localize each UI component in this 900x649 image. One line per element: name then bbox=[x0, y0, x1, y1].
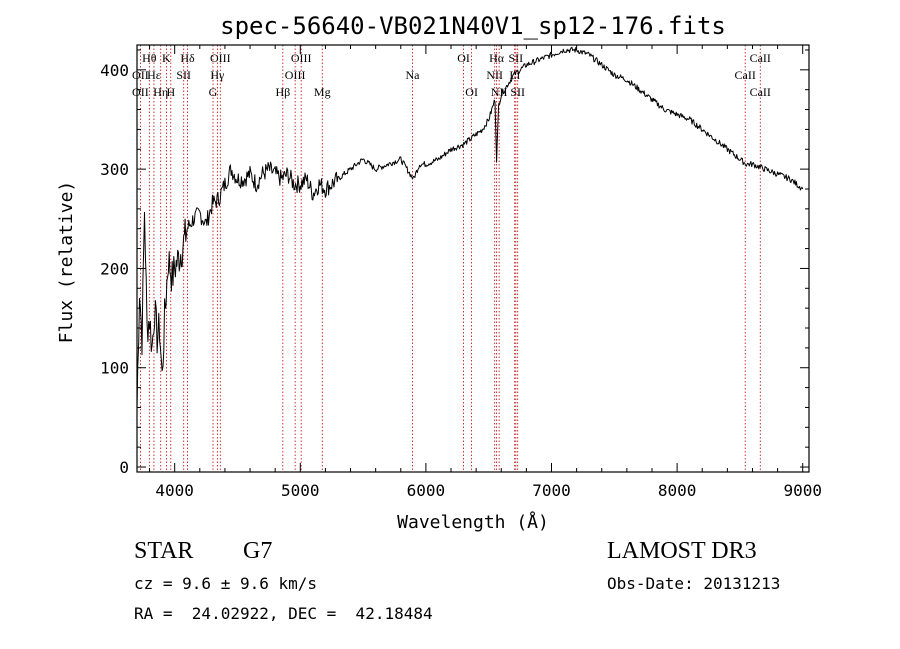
spectral-line-label: OIII bbox=[285, 68, 306, 82]
y-tick-label: 100 bbox=[100, 359, 129, 378]
spectral-line-label: NII bbox=[486, 68, 503, 82]
spectral-line-label: H bbox=[166, 85, 175, 99]
spectral-line-label: Hη bbox=[153, 85, 168, 99]
spectral-line-label: K bbox=[162, 51, 171, 65]
spectral-line-label: OIII bbox=[291, 51, 312, 65]
x-tick-label: 7000 bbox=[532, 481, 571, 500]
x-tick-label: 5000 bbox=[281, 481, 320, 500]
object-subclass: G7 bbox=[243, 538, 273, 564]
spectrum-line bbox=[136, 46, 804, 408]
redshift-cz: cz = 9.6 ± 9.6 km/s bbox=[134, 574, 318, 593]
x-tick-label: 9000 bbox=[783, 481, 822, 500]
spectral-line-label: Na bbox=[405, 68, 420, 82]
spectral-line-markers bbox=[139, 45, 761, 472]
plot-frame bbox=[136, 44, 810, 473]
spectral-line-label: Hδ bbox=[180, 51, 195, 65]
spectral-line-label: OI bbox=[457, 51, 470, 65]
spectral-line-label: OII bbox=[132, 68, 149, 82]
observation-date: Obs-Date: 20131213 bbox=[607, 574, 781, 593]
spectral-line-label: OII bbox=[132, 85, 149, 99]
spectral-line-label: Hα bbox=[489, 51, 505, 65]
y-tick-label: 0 bbox=[119, 458, 129, 477]
spectral-line-label: NII bbox=[491, 85, 508, 99]
survey-name: LAMOST DR3 bbox=[607, 538, 757, 564]
y-tick-label: 300 bbox=[100, 160, 129, 179]
spectral-line-label: OIII bbox=[210, 51, 231, 65]
axis-ticks: 4000 5000 6000 7000 8000 9000 0 100 200 300 400 bbox=[100, 45, 822, 500]
spectral-line-label: Mg bbox=[314, 85, 331, 99]
spectral-line-label: CaII bbox=[750, 51, 771, 65]
x-tick-label: 6000 bbox=[407, 481, 446, 500]
spectral-line-label: SII bbox=[508, 51, 523, 65]
spectral-line-label: OI bbox=[465, 85, 478, 99]
x-tick-label: 4000 bbox=[155, 481, 194, 500]
x-tick-label: 8000 bbox=[658, 481, 697, 500]
spectral-line-label: SII bbox=[176, 68, 191, 82]
y-axis-label: Flux (relative) bbox=[56, 181, 77, 344]
object-class: STAR bbox=[134, 538, 194, 564]
spectral-line-label: G bbox=[209, 85, 218, 99]
x-axis-label: Wavelength (Å) bbox=[397, 511, 549, 533]
coordinates: RA = 24.02922, DEC = 42.18484 bbox=[134, 604, 433, 623]
spectral-line-label: Hγ bbox=[210, 68, 225, 82]
spectral-line-label: Hε bbox=[147, 68, 161, 82]
y-tick-label: 200 bbox=[100, 259, 129, 278]
y-tick-label: 400 bbox=[100, 61, 129, 80]
spectral-line-label: CaII bbox=[750, 85, 771, 99]
spectral-line-label: SII bbox=[510, 85, 525, 99]
chart-title: spec-56640-VB021N40V1_sp12-176.fits bbox=[220, 12, 726, 40]
spectral-line-label: Hθ bbox=[142, 51, 157, 65]
spectral-line-label: CaII bbox=[735, 68, 756, 82]
spectral-line-label: Hβ bbox=[275, 85, 290, 99]
